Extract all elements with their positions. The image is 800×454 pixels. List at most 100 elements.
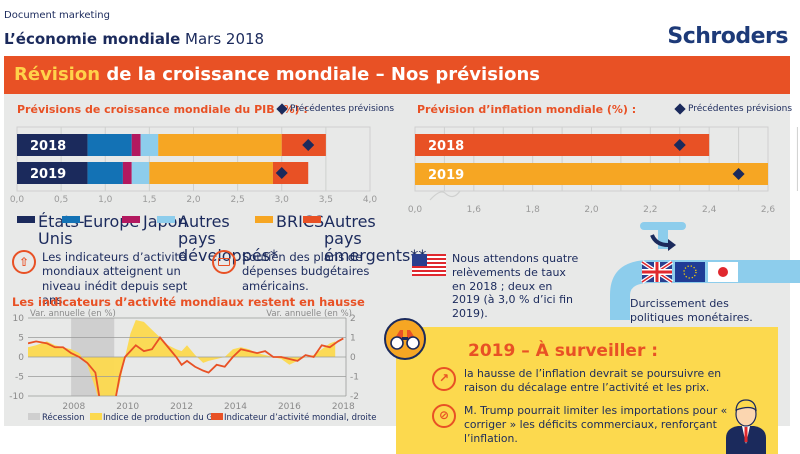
gdp-prev-forecast-marker	[275, 167, 288, 179]
inflation-bar-label: 2019	[428, 168, 464, 183]
gdp-legend-item: États-Unis	[17, 213, 85, 248]
activity-xtick-label: 2012	[170, 402, 193, 412]
activity-xtick-label: 2016	[278, 402, 301, 412]
gdp-bar-segment	[17, 162, 88, 184]
binoculars-icon	[384, 318, 426, 360]
activity-ylabel-right: Var. annuelle (en %)	[266, 309, 352, 319]
gdp-chart-title: Prévisions de croissance mondiale du PIB…	[17, 103, 308, 116]
gdp-bar-segment	[87, 162, 123, 184]
gdp-bar-segment	[122, 162, 132, 184]
legend-swatch	[17, 216, 35, 223]
gdp-bar-segment	[131, 162, 150, 184]
schroders-logo: Schroders	[667, 24, 788, 49]
bullet-activity-text: Les indicateurs d’activité mondiaux atte…	[42, 250, 188, 308]
tap-illustration	[610, 222, 800, 320]
inflation-xtick-label: 2,4	[702, 205, 717, 215]
activity-ytick-left: -10	[9, 392, 24, 402]
legend-label-recession: Récession	[42, 412, 84, 423]
turn-arrow-icon	[650, 234, 669, 247]
gdp-xtick-label: 3,0	[275, 195, 290, 205]
doc-title: L’économie mondiale Mars 2018	[4, 30, 264, 48]
inflation-prev-forecast-marker	[732, 168, 745, 180]
tap-caption: Durcissement des politiques monétaires.	[630, 297, 753, 325]
gdp-xtick-label: 2,5	[230, 195, 244, 205]
turn-arrow-head	[668, 239, 676, 251]
gdp-prev-legend: Précédentes prévisions	[276, 103, 395, 115]
gdp-bar-segment	[131, 134, 141, 156]
bullet-rates-text: Nous attendons quatre relèvements de tau…	[452, 252, 579, 320]
uk-flag-icon	[640, 260, 674, 284]
activity-xtick-label: 2018	[332, 402, 355, 412]
watch-item-trump: ⊘ M. Trump pourrait limiter les importat…	[432, 404, 742, 446]
activity-chart: Var. annuelle (en %) Var. annuelle (en %)…	[9, 309, 376, 423]
businessman-icon	[726, 399, 766, 454]
inflation-xtick-label: 1,8	[526, 205, 541, 215]
inflation-bar	[415, 163, 768, 185]
inflation-prev-legend: Précédentes prévisions	[674, 103, 793, 115]
gdp-xtick-label: 1,0	[98, 195, 113, 205]
inflation-xtick-label: 2,2	[643, 205, 657, 215]
gdp-xtick-label: 1,5	[142, 195, 156, 205]
gdp-prev-legend-label: Précédentes prévisions	[290, 104, 395, 114]
watch-title: 2019 – À surveiller :	[468, 341, 659, 361]
banner-title: Révision de la croissance mondiale – Nos…	[14, 64, 540, 85]
legend-swatch	[255, 216, 273, 223]
tap-stem	[658, 227, 668, 249]
inflation-bar-label: 2018	[428, 139, 464, 154]
activity-ytick-left: 5	[18, 334, 24, 344]
gdp-bar-segment	[17, 134, 88, 156]
trend-up-icon: ↗	[432, 367, 456, 391]
legend-swatch	[62, 216, 80, 223]
doc-label: Document marketing	[4, 10, 110, 21]
diamond-icon	[276, 103, 288, 115]
banner-highlight: Révision	[14, 64, 101, 85]
activity-ylabel-left: Var. annuelle (en %)	[30, 309, 116, 319]
doc-title-date: Mars 2018	[180, 30, 265, 48]
activity-ytick-left: 10	[13, 314, 25, 324]
inflation-prev-legend-label: Précédentes prévisions	[688, 104, 793, 114]
japan-flag-icon	[708, 262, 738, 282]
activity-chart-title: Les indicateurs d’activité mondiaux rest…	[12, 295, 365, 309]
watch-box: 2019 – À surveiller : ↗ la hausse de l’i…	[396, 327, 778, 454]
activity-ytick-right: 2	[350, 314, 356, 324]
bullet-activity: ⇧ Les indicateurs d’activité mondiaux at…	[12, 250, 207, 308]
activity-ytick-right: 1	[350, 334, 356, 344]
gdp-xtick-label: 0,0	[10, 195, 25, 205]
gdp-xtick-label: 2,0	[186, 195, 201, 205]
doc-title-bold: L’économie mondiale	[4, 30, 181, 48]
gdp-bar-label: 2019	[30, 167, 66, 182]
inflation-xtick-label: 2,0	[584, 205, 599, 215]
banner-rest: de la croissance mondiale – Nos prévisio…	[100, 64, 540, 85]
prohibited-icon: ⊘	[432, 404, 456, 428]
activity-xtick-label: 2010	[116, 402, 139, 412]
legend-swatch-recession	[28, 413, 40, 420]
diamond-icon	[674, 103, 686, 115]
activity-ytick-right: -2	[350, 392, 359, 402]
gdp-xtick-label: 4,0	[363, 195, 378, 205]
activity-ytick-left: 0	[18, 353, 24, 363]
gdp-bar-label: 2018	[30, 139, 66, 154]
legend-swatch	[122, 216, 140, 223]
activity-ytick-right: -1	[350, 373, 359, 383]
gdp-bar-segment	[149, 162, 273, 184]
inflation-xtick-label: 1,6	[467, 205, 482, 215]
watch-item-inflation: ↗ la hausse de l’inflation devrait se po…	[432, 367, 742, 395]
arrow-up-icon: ⇧	[12, 250, 36, 274]
activity-indicator-line	[28, 336, 344, 396]
inflation-xtick-label: 2,6	[761, 205, 776, 215]
activity-xtick-label: 2008	[62, 402, 85, 412]
watch-item-trump-text: M. Trump pourrait limiter les importatio…	[464, 404, 728, 446]
money-icon	[212, 250, 236, 274]
inflation-prev-forecast-marker	[673, 139, 686, 151]
gdp-xtick-label: 0,5	[54, 195, 68, 205]
axis-break-icon	[429, 190, 461, 201]
gdp-legend: États-UnisEuropeJaponAutres pays dévelop…	[0, 213, 426, 264]
inflation-chart: 0,0 1,6 1,8 2,0 2,2 2,4 2,6 2018 2019	[408, 126, 798, 215]
activity-xtick-label: 2014	[224, 402, 247, 412]
gdp-bar-segment	[158, 134, 282, 156]
inflation-xtick-label: 0,0	[408, 205, 423, 215]
gdp-bar-segment	[87, 134, 132, 156]
section-banner: Révision de la croissance mondiale – Nos…	[4, 56, 790, 94]
watch-item-inflation-text: la hausse de l’inflation devrait se pour…	[464, 367, 722, 395]
tap-handle	[640, 222, 686, 230]
